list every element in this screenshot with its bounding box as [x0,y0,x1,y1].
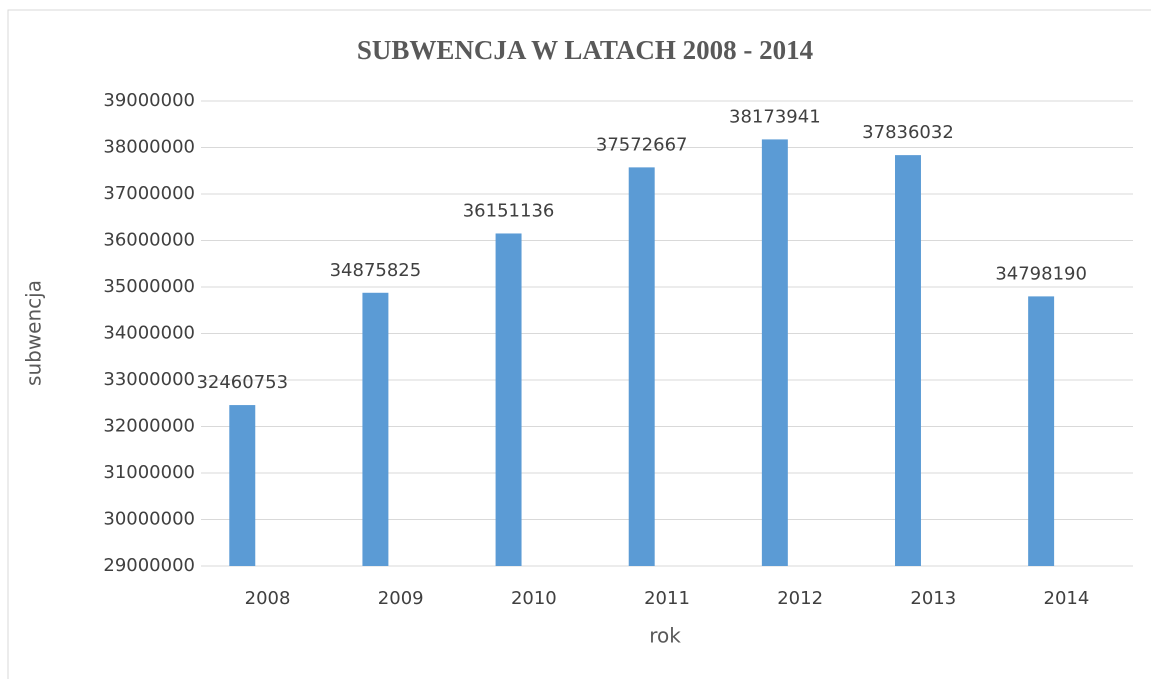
y-axis-label: subwencja [22,280,46,386]
x-tick-label: 2011 [644,588,690,609]
x-tick-label: 2014 [1044,588,1090,609]
data-label: 37572667 [596,134,688,155]
data-label: 32460753 [196,372,288,393]
y-tick-label: 29000000 [103,555,195,576]
bar [229,405,256,566]
y-tick-label: 37000000 [103,183,195,204]
y-tick-label: 34000000 [103,323,195,344]
bar [628,167,655,567]
x-tick-label: 2010 [511,588,557,609]
y-tick-label: 35000000 [103,276,195,297]
bar [761,139,788,566]
data-label: 34798190 [995,263,1087,284]
y-tick-label: 32000000 [103,416,195,437]
bar [1028,296,1055,566]
y-tick-label: 39000000 [103,90,195,111]
chart-title: SUBWENCJA W LATACH 2008 - 2014 [357,35,813,65]
x-axis-label: rok [649,624,681,648]
data-label: 36151136 [463,200,555,221]
x-tick-label: 2009 [378,588,424,609]
x-tick-label: 2013 [910,588,956,609]
data-label: 37836032 [862,122,954,143]
y-tick-label: 36000000 [103,230,195,251]
x-tick-label: 2012 [777,588,823,609]
chart-frame [7,9,1151,679]
bar [895,155,921,566]
y-tick-label: 33000000 [103,369,195,390]
y-tick-label: 31000000 [103,462,195,483]
y-tick-label: 30000000 [103,509,195,530]
y-tick-label: 38000000 [103,137,195,158]
x-tick-label: 2008 [245,588,291,609]
bar [362,292,389,566]
data-label: 38173941 [729,106,821,127]
data-label: 34875825 [330,260,422,281]
bar [495,233,522,567]
